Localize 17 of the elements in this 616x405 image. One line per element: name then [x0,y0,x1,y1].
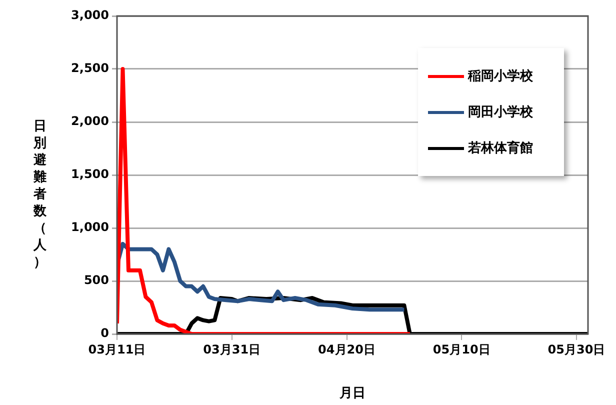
x-tick-label: 05月30日 [548,342,606,356]
legend-label: 岡田小学校 [468,104,533,121]
x-tick-label: 03月31日 [203,342,261,356]
y-tick-label: 3,000 [71,8,109,22]
x-tick-label: 04月20日 [318,342,376,356]
y-tick-label: 500 [84,273,109,288]
text: 日別避難者数（人） [34,119,46,270]
y-tick-label: 1,000 [71,220,109,234]
legend-label: 若林体育館 [468,140,533,157]
y-tick-label: 0 [100,326,109,340]
y-tick-label: 2,500 [71,61,109,76]
legend-label: 稲岡小学校 [468,68,533,85]
x-axis-title: 月日 [338,385,366,402]
x-tick-label: 05月10日 [432,342,490,356]
x-tick-label: 03月11日 [88,342,146,356]
y-tick-label: 2,000 [71,114,109,128]
y-tick-label: 1,500 [71,167,109,182]
